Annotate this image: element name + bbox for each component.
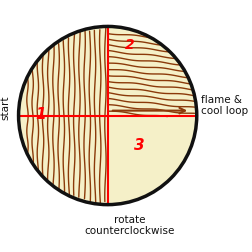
- Text: 1: 1: [35, 106, 46, 121]
- Text: rotate
counterclockwise: rotate counterclockwise: [84, 214, 174, 235]
- Circle shape: [18, 27, 196, 205]
- Text: start: start: [0, 95, 10, 119]
- Text: 3: 3: [133, 137, 144, 152]
- Text: 2: 2: [125, 38, 134, 52]
- Text: flame &
cool loop: flame & cool loop: [200, 94, 247, 116]
